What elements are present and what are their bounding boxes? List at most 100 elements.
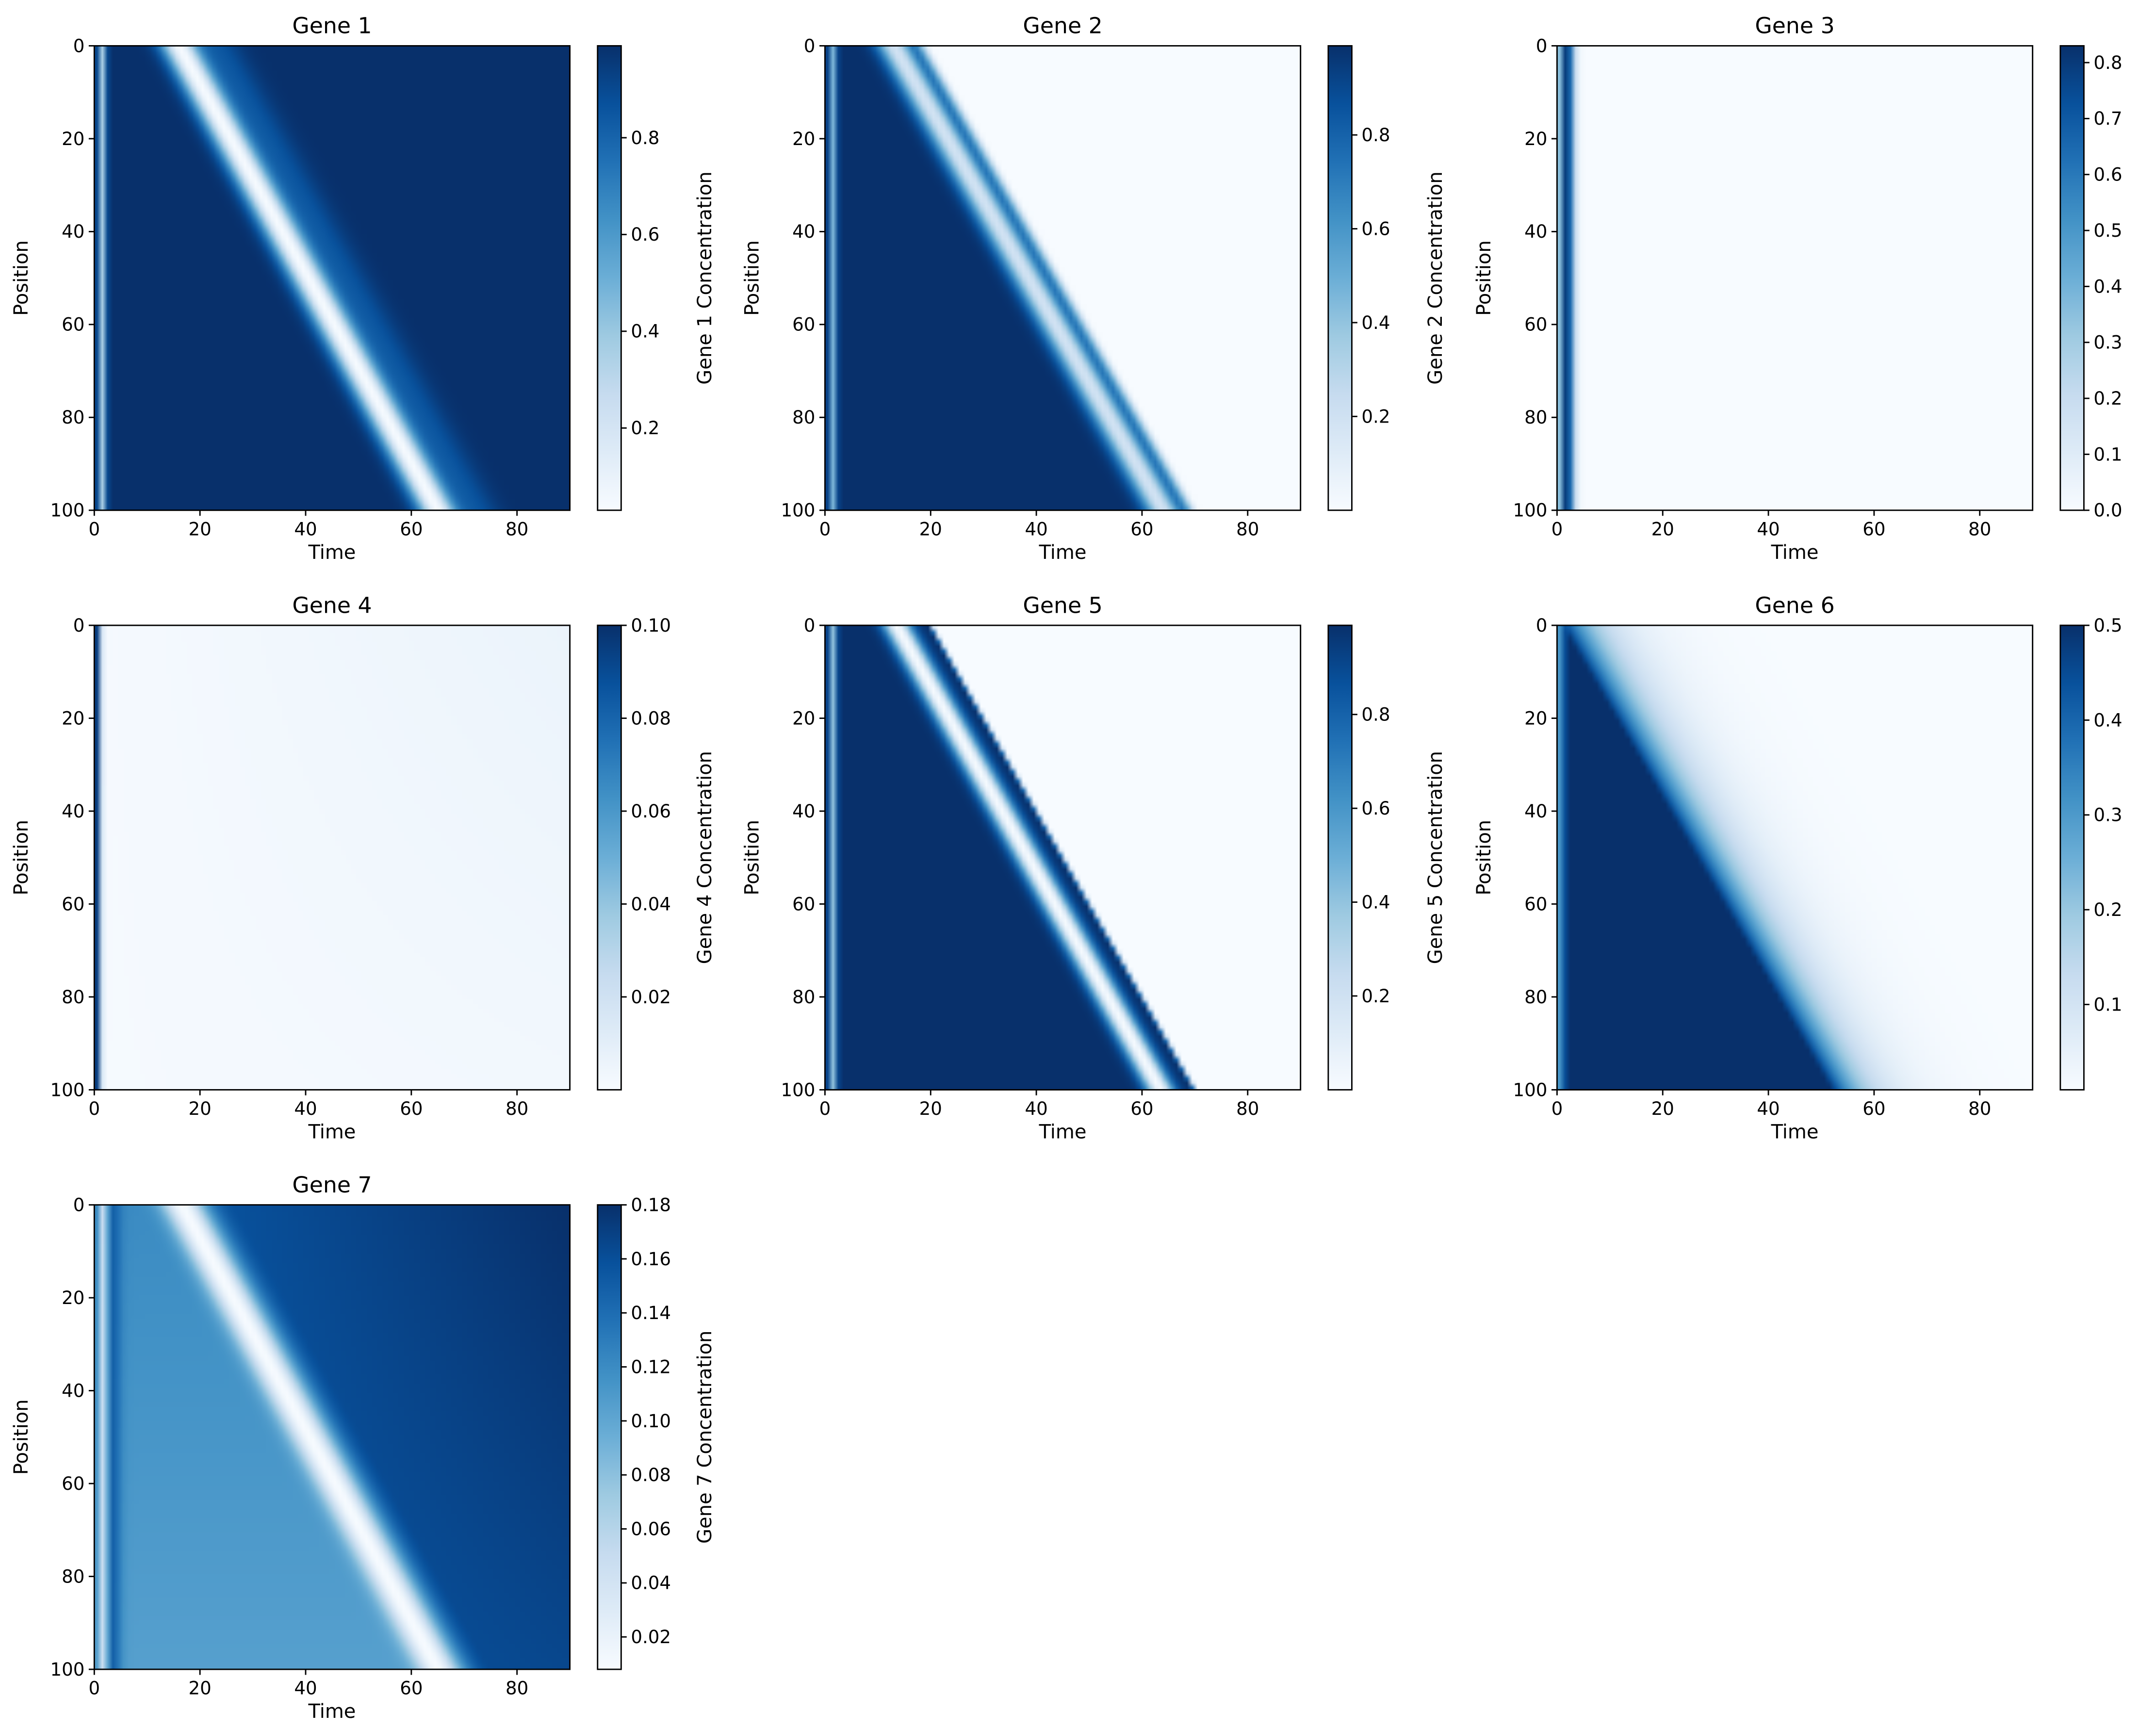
x-tick-label: 20 [1651, 1098, 1674, 1119]
colorbar-tick-label: 0.3 [2093, 805, 2122, 826]
x-tick-label: 80 [1236, 519, 1259, 539]
colorbar-frame [1327, 45, 1353, 511]
y-tick-label: 80 [62, 407, 84, 428]
colorbar-tick-label: 0.2 [2093, 899, 2122, 920]
y-axis-label: Position [10, 820, 33, 896]
x-tick-label: 0 [819, 519, 831, 539]
x-axis-label: Time [308, 1700, 356, 1723]
x-tick-label: 20 [189, 519, 212, 539]
y-tick-label: 60 [62, 894, 84, 914]
x-tick-label: 60 [400, 1678, 423, 1698]
y-tick-label: 20 [792, 129, 815, 149]
colorbar-label: Gene 5 Concentration [1424, 751, 1447, 964]
y-tick-label: 60 [792, 314, 815, 335]
x-tick-label: 40 [294, 1678, 317, 1698]
colorbar-frame [597, 45, 622, 511]
y-tick-label: 0 [804, 615, 816, 636]
y-tick-label: 40 [62, 801, 84, 822]
y-tick-label: 20 [62, 129, 84, 149]
y-tick-label: 80 [792, 987, 815, 1008]
colorbar-tick-label: 0.10 [631, 615, 671, 636]
y-tick-label: 100 [50, 1079, 84, 1100]
x-tick-label: 40 [1757, 1098, 1780, 1119]
colorbar-tick-label: 0.02 [631, 987, 671, 1008]
x-axis-label: Time [308, 1121, 356, 1143]
y-tick-label: 0 [73, 615, 85, 636]
subplot-gene-7: Gene 7 0 20 40 60 80 Time 0 20 40 60 80 100 Position 0… [10, 1172, 716, 1723]
plot-frame [824, 624, 1302, 1091]
heatmap-cells [825, 625, 1301, 1090]
colorbar-label: Gene 2 Concentration [1424, 171, 1447, 384]
colorbar [2060, 46, 2084, 510]
colorbar-tick-label: 0.06 [631, 801, 671, 822]
heatmap-cells [1557, 46, 2033, 510]
colorbar-frame [2059, 624, 2085, 1091]
chart-title: Gene 3 [1755, 13, 1834, 39]
chart-title: Gene 5 [1023, 592, 1102, 618]
y-tick-label: 40 [62, 1380, 84, 1401]
plot-frame [824, 45, 1302, 511]
colorbar-label: Gene 4 Concentration [694, 751, 716, 964]
colorbar-label: Gene 7 Concentration [694, 1331, 716, 1544]
y-tick-label: 60 [1524, 894, 1547, 914]
colorbar-tick-label: 0.10 [631, 1411, 671, 1432]
x-tick-label: 0 [1552, 1098, 1563, 1119]
colorbar-tick-label: 0.6 [2093, 164, 2122, 185]
x-axis-label: Time [1771, 541, 1819, 564]
colorbar-tick-label: 0.2 [2093, 388, 2122, 409]
colorbar-tick-label: 0.1 [2093, 994, 2122, 1015]
plot-frame [1556, 624, 2034, 1091]
heatmap-cells [1557, 625, 2033, 1090]
colorbar [2060, 625, 2084, 1090]
y-tick-label: 60 [1524, 314, 1547, 335]
y-tick-label: 80 [62, 1566, 84, 1587]
y-tick-label: 40 [792, 801, 815, 822]
chart-title: Gene 1 [292, 13, 372, 39]
y-tick-label: 100 [1513, 500, 1548, 521]
colorbar-frame [597, 1204, 622, 1670]
chart-title: Gene 6 [1755, 592, 1834, 618]
y-tick-label: 20 [62, 1288, 84, 1308]
y-tick-label: 60 [792, 894, 815, 914]
heatmap-cells [825, 46, 1301, 510]
colorbar-tick-label: 0.16 [631, 1249, 671, 1270]
colorbar-tick-label: 0.4 [631, 321, 659, 342]
x-tick-label: 60 [400, 519, 423, 539]
x-tick-label: 20 [189, 1098, 212, 1119]
colorbar-tick-label: 0.8 [631, 128, 659, 148]
colorbar-frame [1327, 624, 1353, 1091]
colorbar-tick-label: 0.4 [1361, 312, 1390, 333]
plot-frame [93, 45, 571, 511]
colorbar-tick-label: 0.08 [631, 1465, 671, 1485]
colorbar [597, 46, 621, 510]
plot-frame [93, 624, 571, 1091]
colorbar-tick-label: 0.18 [631, 1194, 671, 1215]
heatmap-cells [94, 1205, 570, 1669]
y-tick-label: 100 [50, 1659, 84, 1680]
y-tick-label: 0 [73, 1194, 85, 1215]
colorbar-tick-label: 0.12 [631, 1356, 671, 1377]
y-tick-label: 40 [792, 221, 815, 242]
x-tick-label: 60 [1130, 1098, 1153, 1119]
x-tick-label: 20 [1651, 519, 1674, 539]
chart-title: Gene 4 [292, 592, 372, 618]
y-tick-label: 20 [1524, 129, 1547, 149]
colorbar-tick-label: 0.5 [2093, 615, 2122, 636]
subplot-gene-6: Gene 6 0 20 40 60 80 Time 0 20 40 60 80 100 Position 0… [1473, 592, 2122, 1143]
colorbar [597, 625, 621, 1090]
x-tick-label: 40 [1025, 519, 1047, 539]
y-axis-label: Position [1473, 240, 1495, 316]
y-tick-label: 20 [792, 708, 815, 729]
x-tick-label: 0 [89, 1678, 100, 1698]
colorbar-tick-label: 0.4 [2093, 710, 2122, 731]
x-tick-label: 40 [294, 519, 317, 539]
subplot-gene-1: Gene 1 0 20 40 60 80 Time 0 20 40 60 80 100 Position 0… [10, 13, 716, 564]
x-tick-label: 40 [294, 1098, 317, 1119]
y-axis-label: Position [741, 820, 763, 896]
y-tick-label: 100 [50, 500, 84, 521]
x-tick-label: 0 [1552, 519, 1563, 539]
colorbar-tick-label: 0.3 [2093, 332, 2122, 353]
colorbar [1328, 625, 1352, 1090]
colorbar-tick-label: 0.8 [2093, 52, 2122, 73]
